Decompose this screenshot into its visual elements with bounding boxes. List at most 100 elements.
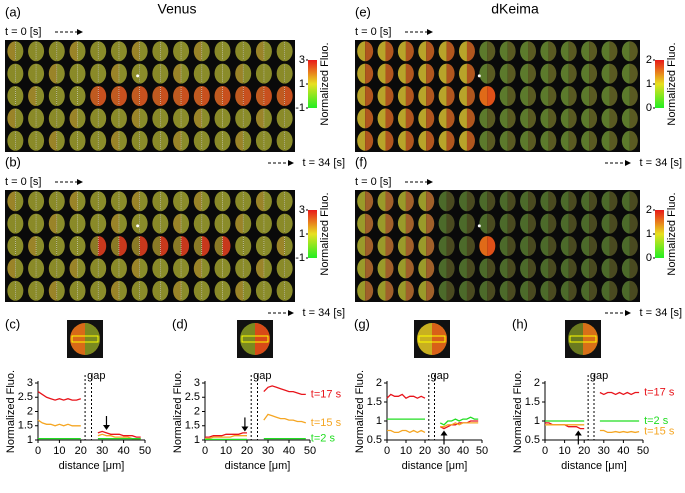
cell-left bbox=[276, 280, 285, 301]
cell-left bbox=[7, 191, 16, 212]
cell-left bbox=[377, 130, 386, 151]
cell-left bbox=[560, 280, 569, 301]
cell-right bbox=[222, 86, 231, 106]
cell-left bbox=[357, 130, 366, 151]
cell-right bbox=[507, 130, 516, 151]
cell-left bbox=[621, 280, 630, 301]
cell-left bbox=[438, 280, 447, 301]
cell-right bbox=[548, 63, 557, 84]
cell-right bbox=[405, 130, 414, 151]
colorbar-tick-label: 1 bbox=[646, 78, 652, 90]
cell-left bbox=[48, 130, 57, 151]
cell-right bbox=[222, 236, 231, 256]
image-grid bbox=[5, 190, 295, 302]
cell-left bbox=[377, 108, 386, 129]
cell-right bbox=[426, 258, 435, 279]
cell-left bbox=[131, 108, 140, 129]
data-line bbox=[387, 416, 479, 426]
cell-right bbox=[466, 236, 475, 256]
cell-left bbox=[131, 213, 140, 234]
cell-left bbox=[540, 213, 549, 234]
data-line bbox=[545, 391, 640, 430]
cell-right bbox=[405, 108, 414, 129]
cell-right bbox=[426, 86, 435, 106]
cell-right bbox=[446, 280, 455, 301]
x-axis-label: distance [μm] bbox=[402, 460, 468, 472]
cell-right bbox=[181, 130, 190, 151]
cell-left bbox=[90, 63, 99, 84]
cell-right bbox=[243, 63, 252, 84]
cell-right bbox=[77, 236, 86, 256]
cell-left bbox=[581, 213, 590, 234]
x-tick-label: 40 bbox=[457, 445, 469, 457]
cell-left bbox=[540, 41, 549, 62]
cell-right bbox=[77, 191, 86, 212]
arrow-head bbox=[288, 310, 294, 316]
cell-right bbox=[385, 63, 394, 84]
x-tick-label: 20 bbox=[241, 445, 253, 457]
cell-right bbox=[56, 280, 65, 301]
cell-right bbox=[426, 213, 435, 234]
cell-left bbox=[499, 213, 508, 234]
cell-right bbox=[263, 86, 272, 106]
cell-left bbox=[479, 63, 488, 84]
cell-right bbox=[77, 130, 86, 151]
cell-right bbox=[36, 236, 45, 256]
cell-right bbox=[263, 108, 272, 129]
cell-left bbox=[520, 213, 529, 234]
cell-right bbox=[365, 213, 374, 234]
cell-right bbox=[507, 41, 516, 62]
cell-left bbox=[152, 213, 161, 234]
cell-right bbox=[507, 280, 516, 301]
cell-left bbox=[193, 280, 202, 301]
cell-left bbox=[276, 86, 285, 106]
cell-right bbox=[507, 86, 516, 106]
cell-left bbox=[499, 280, 508, 301]
x-tick-label: 30 bbox=[598, 445, 610, 457]
cell-left bbox=[48, 63, 57, 84]
cell-right bbox=[36, 191, 45, 212]
cell-left bbox=[235, 280, 244, 301]
cell-left bbox=[255, 86, 264, 106]
cell-left bbox=[397, 280, 406, 301]
cell-right bbox=[243, 108, 252, 129]
cell-right bbox=[98, 191, 107, 212]
cell-left bbox=[479, 191, 488, 212]
x-tick-label: 50 bbox=[139, 445, 151, 457]
cell-left bbox=[479, 236, 488, 256]
cell-left bbox=[397, 213, 406, 234]
data-line bbox=[37, 391, 141, 438]
cell-right bbox=[139, 86, 148, 106]
cell-left bbox=[560, 63, 569, 84]
cell-right bbox=[56, 213, 65, 234]
cell-left bbox=[520, 108, 529, 129]
cell-right bbox=[568, 213, 577, 234]
cell-right bbox=[36, 63, 45, 84]
cell-left bbox=[601, 280, 610, 301]
cell-left bbox=[152, 191, 161, 212]
cell-left bbox=[397, 191, 406, 212]
colorbar-tick-label: 1 bbox=[646, 228, 652, 240]
cell-left bbox=[276, 108, 285, 129]
time-end: t = 34 [s] bbox=[640, 157, 683, 169]
cell-right bbox=[243, 191, 252, 212]
cell-right bbox=[15, 108, 24, 129]
cell-right bbox=[385, 236, 394, 256]
cell-left bbox=[418, 108, 427, 129]
cell-left bbox=[540, 280, 549, 301]
cell-left bbox=[418, 191, 427, 212]
cell-right bbox=[222, 258, 231, 279]
cell-right bbox=[548, 108, 557, 129]
cell-right bbox=[528, 108, 537, 129]
cell-right bbox=[160, 41, 169, 62]
cell-right bbox=[426, 236, 435, 256]
cell-right bbox=[118, 258, 127, 279]
cell-left bbox=[131, 130, 140, 151]
x-axis-label: distance [μm] bbox=[561, 460, 627, 472]
cell-right bbox=[77, 63, 86, 84]
cell-left bbox=[131, 280, 140, 301]
cell-right bbox=[426, 108, 435, 129]
cell-left bbox=[499, 63, 508, 84]
cell-left bbox=[377, 213, 386, 234]
panel-label: (c) bbox=[5, 316, 20, 331]
